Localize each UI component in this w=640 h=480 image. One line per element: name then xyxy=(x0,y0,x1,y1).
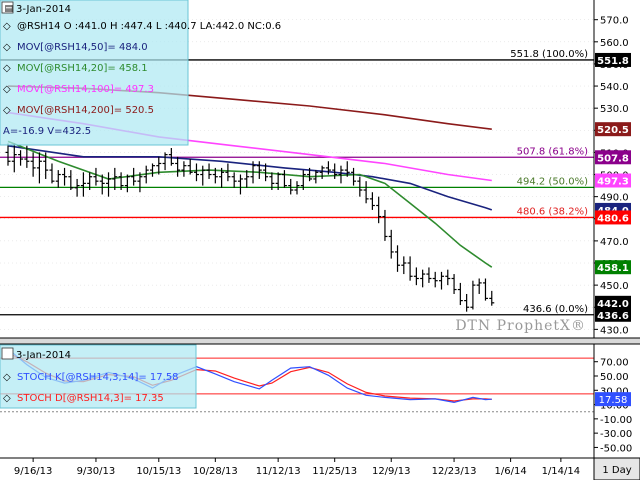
fib-label: 551.8 (100.0%) xyxy=(510,49,588,60)
stoch-tag-label: 17.58 xyxy=(599,395,628,406)
legend-stoch-d: STOCH D[@RSH14,3]= 17.35 xyxy=(17,393,164,404)
x-tick-label: 9/30/13 xyxy=(77,466,116,477)
fibonacci-lines xyxy=(0,59,594,316)
diamond-icon: ◇ xyxy=(3,393,11,404)
y-tick-label: 490.0 xyxy=(600,193,629,204)
y-tick-label: 540.0 xyxy=(600,82,629,93)
y-tick-label: 560.0 xyxy=(600,38,629,49)
price-axis: 430.0440.0450.0460.0470.0480.0490.0500.0… xyxy=(593,0,629,338)
price-tag xyxy=(595,150,631,165)
price-tag xyxy=(595,122,631,137)
diamond-icon: ◇ xyxy=(3,84,11,95)
x-tick-label: 1/14/14 xyxy=(542,466,581,477)
x-tick-label: 1/6/14 xyxy=(495,466,527,477)
x-tick-label: 11/12/13 xyxy=(256,466,301,477)
y-tick-label: 430.0 xyxy=(600,325,629,336)
price-tag-label: 497.3 xyxy=(597,177,629,188)
stoch-menu-icon[interactable] xyxy=(1,347,14,360)
y-tick-label: 530.0 xyxy=(600,104,629,115)
watermark: DTN ProphetX® xyxy=(455,318,586,334)
diamond-icon: ◇ xyxy=(3,63,11,74)
x-tick-label: 11/25/13 xyxy=(312,466,357,477)
menu-icon[interactable] xyxy=(1,1,14,14)
price-tag xyxy=(595,52,631,67)
x-tick-label: 9/16/13 xyxy=(14,466,53,477)
price-tags: 551.8520.5507.8497.3484.0480.6458.1442.0… xyxy=(595,52,631,322)
stoch-date: 3-Jan-2014 xyxy=(16,350,71,361)
panel-separator[interactable] xyxy=(0,338,640,344)
fib-label: 480.6 (38.2%) xyxy=(517,206,588,217)
price-tag-label: 436.6 xyxy=(597,311,629,322)
price-tag-label: 507.8 xyxy=(597,153,629,164)
stoch-tick-label: -30.00 xyxy=(600,429,632,440)
legend-av: A=-16.9 V=432.5 xyxy=(3,126,91,137)
stoch-tick-label: 70.00 xyxy=(600,358,629,369)
price-tag xyxy=(595,260,631,275)
fib-label: 436.6 (0.0%) xyxy=(523,304,588,315)
price-tag-label: 551.8 xyxy=(597,56,629,67)
stoch-tick-label: 30.00 xyxy=(600,386,629,397)
stochastic-tags: 17.58 xyxy=(595,392,631,407)
diamond-icon: ◇ xyxy=(3,372,11,383)
price-tag-label: 458.1 xyxy=(597,263,629,274)
diamond-icon: ◇ xyxy=(3,21,11,32)
price-tag-label: 480.6 xyxy=(597,213,629,224)
stoch-tick-label: 50.00 xyxy=(600,372,629,383)
y-tick-label: 470.0 xyxy=(600,237,629,248)
y-tick-label: 570.0 xyxy=(600,16,629,27)
header-quote: @RSH14 O :441.0 H :447.4 L :440.7 LA:442… xyxy=(17,21,281,32)
price-tag-label: 520.5 xyxy=(597,125,629,136)
price-tag xyxy=(595,295,631,310)
header-date: 3-Jan-2014 xyxy=(16,4,71,15)
stoch-tag xyxy=(595,392,631,407)
x-tick-label: 12/9/13 xyxy=(372,466,411,477)
period-selector[interactable]: 1 Day xyxy=(593,457,640,480)
legend-stoch-k: STOCH K[@RSH14,3,14]= 17.58 xyxy=(17,372,179,383)
menu-icon-glyph: ▤ xyxy=(5,4,14,14)
y-tick-label: 450.0 xyxy=(600,281,629,292)
price-panel: 551.8 (100.0%) 507.8 (61.8%) 494.2 (50.0%)… xyxy=(0,19,594,334)
legend-ma100: MOV[@RSH14,100]= 497.3 xyxy=(17,84,154,95)
x-tick-label: 10/15/13 xyxy=(136,466,181,477)
fib-label: 507.8 (61.8%) xyxy=(517,146,588,157)
x-tick-label: 12/23/13 xyxy=(432,466,477,477)
stoch-tick-label: -50.00 xyxy=(600,443,632,454)
price-bars xyxy=(5,143,495,312)
period-label: 1 Day xyxy=(602,465,631,476)
fibonacci-labels: 551.8 (100.0%) 507.8 (61.8%) 494.2 (50.0%)… xyxy=(510,49,588,315)
x-tick-label: 10/28/13 xyxy=(193,466,238,477)
legend-ma20: MOV[@RSH14,20]= 458.1 xyxy=(17,63,148,74)
price-tag xyxy=(595,210,631,225)
diamond-icon: ◇ xyxy=(3,42,11,53)
legend-box: ▤ 3-Jan-2014 ◇ @RSH14 O :441.0 H :447.4 … xyxy=(0,0,281,146)
legend-ma200: MOV[@RSH14,200]= 520.5 xyxy=(17,105,154,116)
fib-label: 494.2 (50.0%) xyxy=(517,176,588,187)
legend-ma50: MOV[@RSH14,50]= 484.0 xyxy=(17,42,148,53)
date-axis: 9/16/13 9/30/13 10/15/13 10/28/13 11/12/13 11… xyxy=(0,457,594,480)
price-tag xyxy=(595,307,631,322)
diamond-icon: ◇ xyxy=(3,105,11,116)
stoch-legend-box: 3-Jan-2014 ◇ STOCH K[@RSH14,3,14]= 17.58… xyxy=(0,344,197,409)
price-tag xyxy=(595,173,631,188)
stoch-tick-label: -10.00 xyxy=(600,415,632,426)
price-tag-label: 442.0 xyxy=(597,299,629,310)
